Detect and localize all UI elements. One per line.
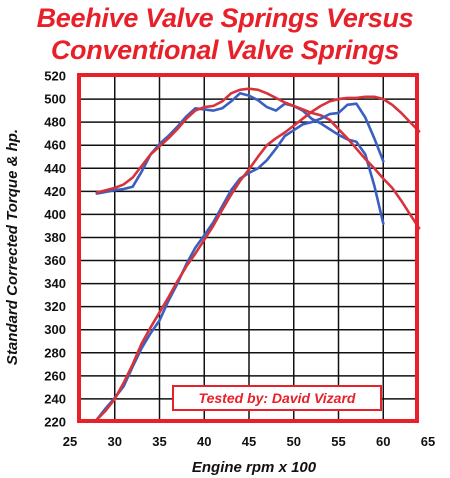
x-tick-label: 40 (197, 434, 211, 449)
x-tick-labels: 25 30 35 40 45 50 55 60 65 (63, 434, 435, 449)
x-tick-label: 45 (242, 434, 256, 449)
y-tick-label: 420 (44, 184, 66, 199)
y-tick-label: 260 (44, 368, 66, 383)
series-line-3-beehive (95, 102, 385, 421)
x-tick-label: 65 (421, 434, 435, 449)
plot-border (77, 73, 419, 423)
y-tick-label: 380 (44, 230, 66, 245)
y-tick-label: 280 (44, 345, 66, 360)
annotation-text: Tested by: David Vizard (199, 390, 356, 406)
x-tick-label: 25 (63, 434, 77, 449)
y-tick-label: 220 (44, 415, 66, 430)
plot-frame (77, 73, 419, 423)
y-tick-label: 440 (44, 161, 66, 176)
chart-title-line-2: Conventional Valve Springs (50, 35, 400, 65)
annotation-box: Tested by: David Vizard (172, 385, 382, 411)
y-tick-label: 400 (44, 207, 66, 222)
x-tick-label: 30 (108, 434, 122, 449)
y-tick-label: 500 (44, 92, 66, 107)
y-tick-label: 480 (44, 115, 66, 130)
series-layer (95, 87, 421, 421)
annotation-frame (172, 385, 382, 411)
y-tick-label: 460 (44, 138, 66, 153)
x-tick-label: 60 (376, 434, 390, 449)
x-tick-label: 50 (287, 434, 301, 449)
y-tick-label: 320 (44, 299, 66, 314)
x-tick-label: 35 (152, 434, 166, 449)
y-tick-label: 300 (44, 322, 66, 337)
y-tick-label: 520 (44, 69, 66, 84)
chart-title-line-1: Beehive Valve Springs Versus (36, 3, 414, 33)
series-line-2-conventional (95, 87, 421, 230)
x-tick-label: 55 (331, 434, 345, 449)
series-line-4-conventional (95, 95, 421, 421)
x-axis-label: Engine rpm x 100 (192, 459, 317, 476)
y-tick-label: 340 (44, 276, 66, 291)
y-axis-label: Standard Corrected Torque & hp. (4, 129, 21, 365)
y-tick-label: 240 (44, 391, 66, 406)
y-tick-label: 360 (44, 253, 66, 268)
y-tick-labels: 220 240 260 280 300 320 340 360 380 400 420 440 460 4… (44, 69, 66, 430)
